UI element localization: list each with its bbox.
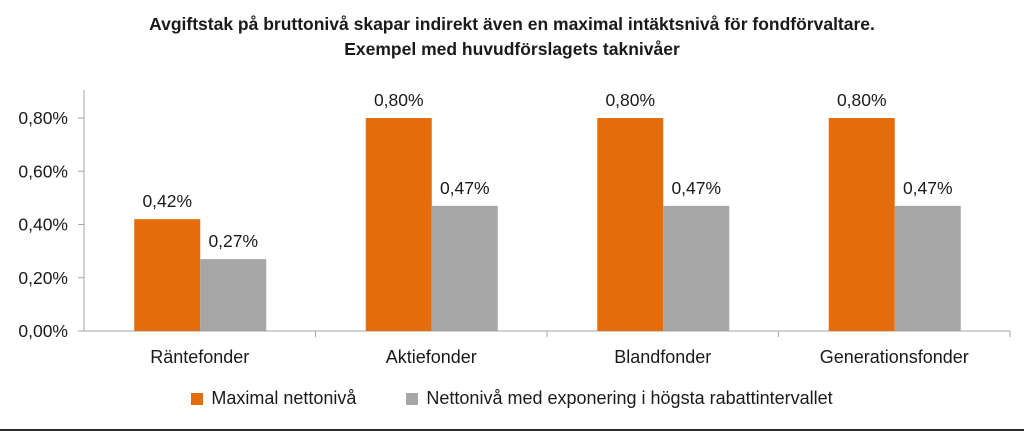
data-label-maximal-0: 0,42% — [142, 191, 192, 211]
y-tick-label: 0,80% — [18, 108, 68, 128]
bar-maximal-1 — [365, 118, 432, 331]
legend-swatch-maximal — [191, 392, 204, 405]
y-tick-label: 0,40% — [18, 215, 68, 235]
bar-maximal-3 — [828, 118, 895, 331]
y-tick-label: 0,00% — [18, 321, 68, 341]
data-label-maximal-1: 0,80% — [374, 90, 424, 110]
data-label-maximal-3: 0,80% — [837, 90, 887, 110]
x-tick-label: Blandfonder — [614, 347, 711, 367]
legend-label-rabatt: Nettonivå med exponering i högsta rabatt… — [426, 388, 833, 408]
data-label-rabatt-0: 0,27% — [208, 231, 258, 251]
bar-rabatt-0 — [200, 259, 267, 331]
legend-item-maximal: Maximal nettonivå — [191, 388, 356, 409]
x-tick-label: Aktiefonder — [386, 347, 477, 367]
data-label-rabatt-3: 0,47% — [903, 178, 953, 198]
bottom-rule — [0, 429, 1024, 431]
legend-swatch-rabatt — [406, 392, 419, 405]
bar-rabatt-2 — [663, 205, 730, 331]
legend-item-rabatt: Nettonivå med exponering i högsta rabatt… — [406, 388, 833, 409]
bar-maximal-0 — [134, 219, 201, 331]
y-tick-label: 0,20% — [18, 268, 68, 288]
data-label-maximal-2: 0,80% — [605, 90, 655, 110]
data-label-rabatt-1: 0,47% — [440, 178, 490, 198]
x-tick-label: Räntefonder — [150, 347, 249, 367]
data-label-rabatt-2: 0,47% — [671, 178, 721, 198]
y-tick-label: 0,60% — [18, 161, 68, 181]
legend-label-maximal: Maximal nettonivå — [211, 388, 357, 408]
legend: Maximal nettonivå Nettonivå med exponeri… — [0, 388, 1024, 409]
title-line-1: Avgiftstak på bruttonivå skapar indirekt… — [149, 14, 875, 34]
bar-maximal-2 — [597, 118, 664, 331]
x-tick-label: Generationsfonder — [820, 347, 969, 367]
bar-rabatt-1 — [431, 205, 498, 331]
title-line-2: Exempel med huvudförslagets taknivåer — [344, 39, 680, 59]
chart-title: Avgiftstak på bruttonivå skapar indirekt… — [0, 12, 1024, 62]
bar-rabatt-3 — [894, 205, 961, 331]
